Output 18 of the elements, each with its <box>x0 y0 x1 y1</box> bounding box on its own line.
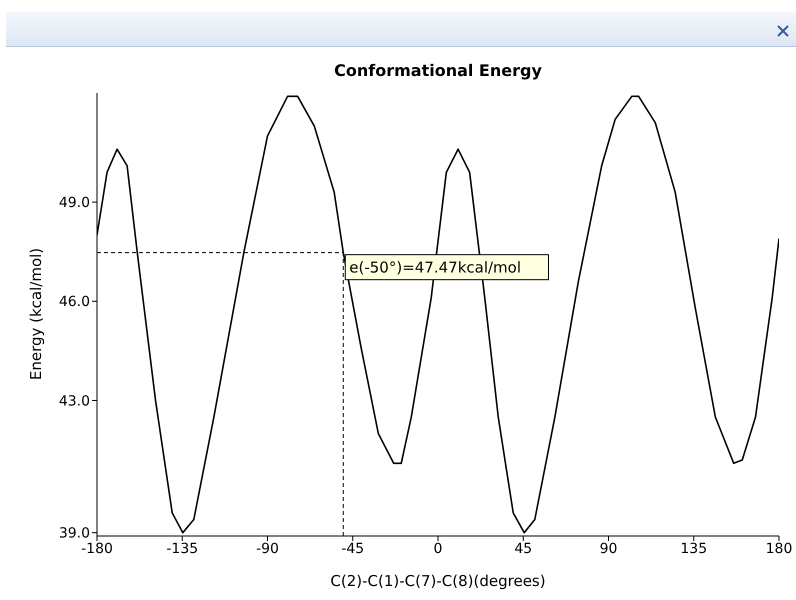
y-axis-title: Energy (kcal/mol) <box>27 248 45 380</box>
y-tick-label: 49.0 <box>58 195 90 212</box>
x-tick-label: -180 <box>81 540 113 557</box>
x-tick-label: 90 <box>600 540 618 557</box>
chart-title: Conformational Energy <box>333 61 543 80</box>
x-tick-label: 180 <box>766 540 792 557</box>
line-series <box>97 96 779 534</box>
x-tick-label: 135 <box>680 540 708 557</box>
x-tick-label: -45 <box>341 540 364 557</box>
x-tick-label: 0 <box>434 540 442 557</box>
y-tick-label: 46.0 <box>58 294 90 310</box>
x-tick-label: -135 <box>166 540 198 557</box>
annotation: e(-50°)=47.47kcal/mol <box>349 258 522 277</box>
y-tick-label: 43.0 <box>58 393 90 410</box>
x-tick-label: -90 <box>256 540 279 557</box>
x-axis-title: C(2)-C(1)-C(7)-C(8)(degrees) <box>329 572 547 590</box>
y-tick-label: 39.0 <box>58 526 90 542</box>
x-tick-label: 45 <box>514 540 532 557</box>
